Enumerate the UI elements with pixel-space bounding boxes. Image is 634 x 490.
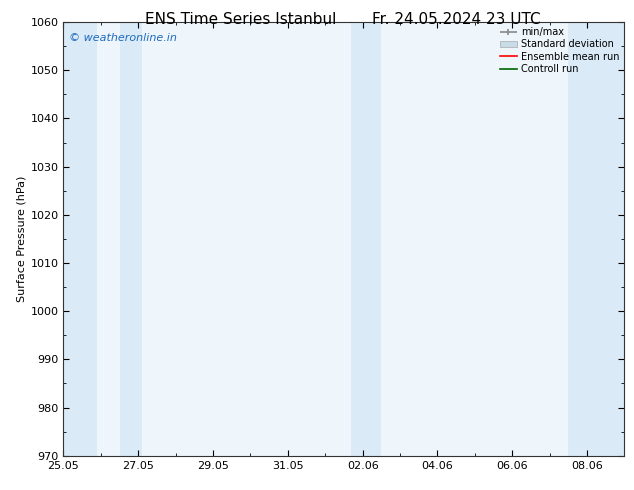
Bar [568,22,624,456]
Text: © weatheronline.in: © weatheronline.in [69,33,177,43]
Legend: min/max, Standard deviation, Ensemble mean run, Controll run: min/max, Standard deviation, Ensemble me… [498,25,621,76]
Bar [351,22,382,456]
Text: ENS Time Series Istanbul: ENS Time Series Istanbul [145,12,337,27]
Bar [63,22,97,456]
Text: Fr. 24.05.2024 23 UTC: Fr. 24.05.2024 23 UTC [372,12,541,27]
Bar [119,22,142,456]
Y-axis label: Surface Pressure (hPa): Surface Pressure (hPa) [16,176,26,302]
